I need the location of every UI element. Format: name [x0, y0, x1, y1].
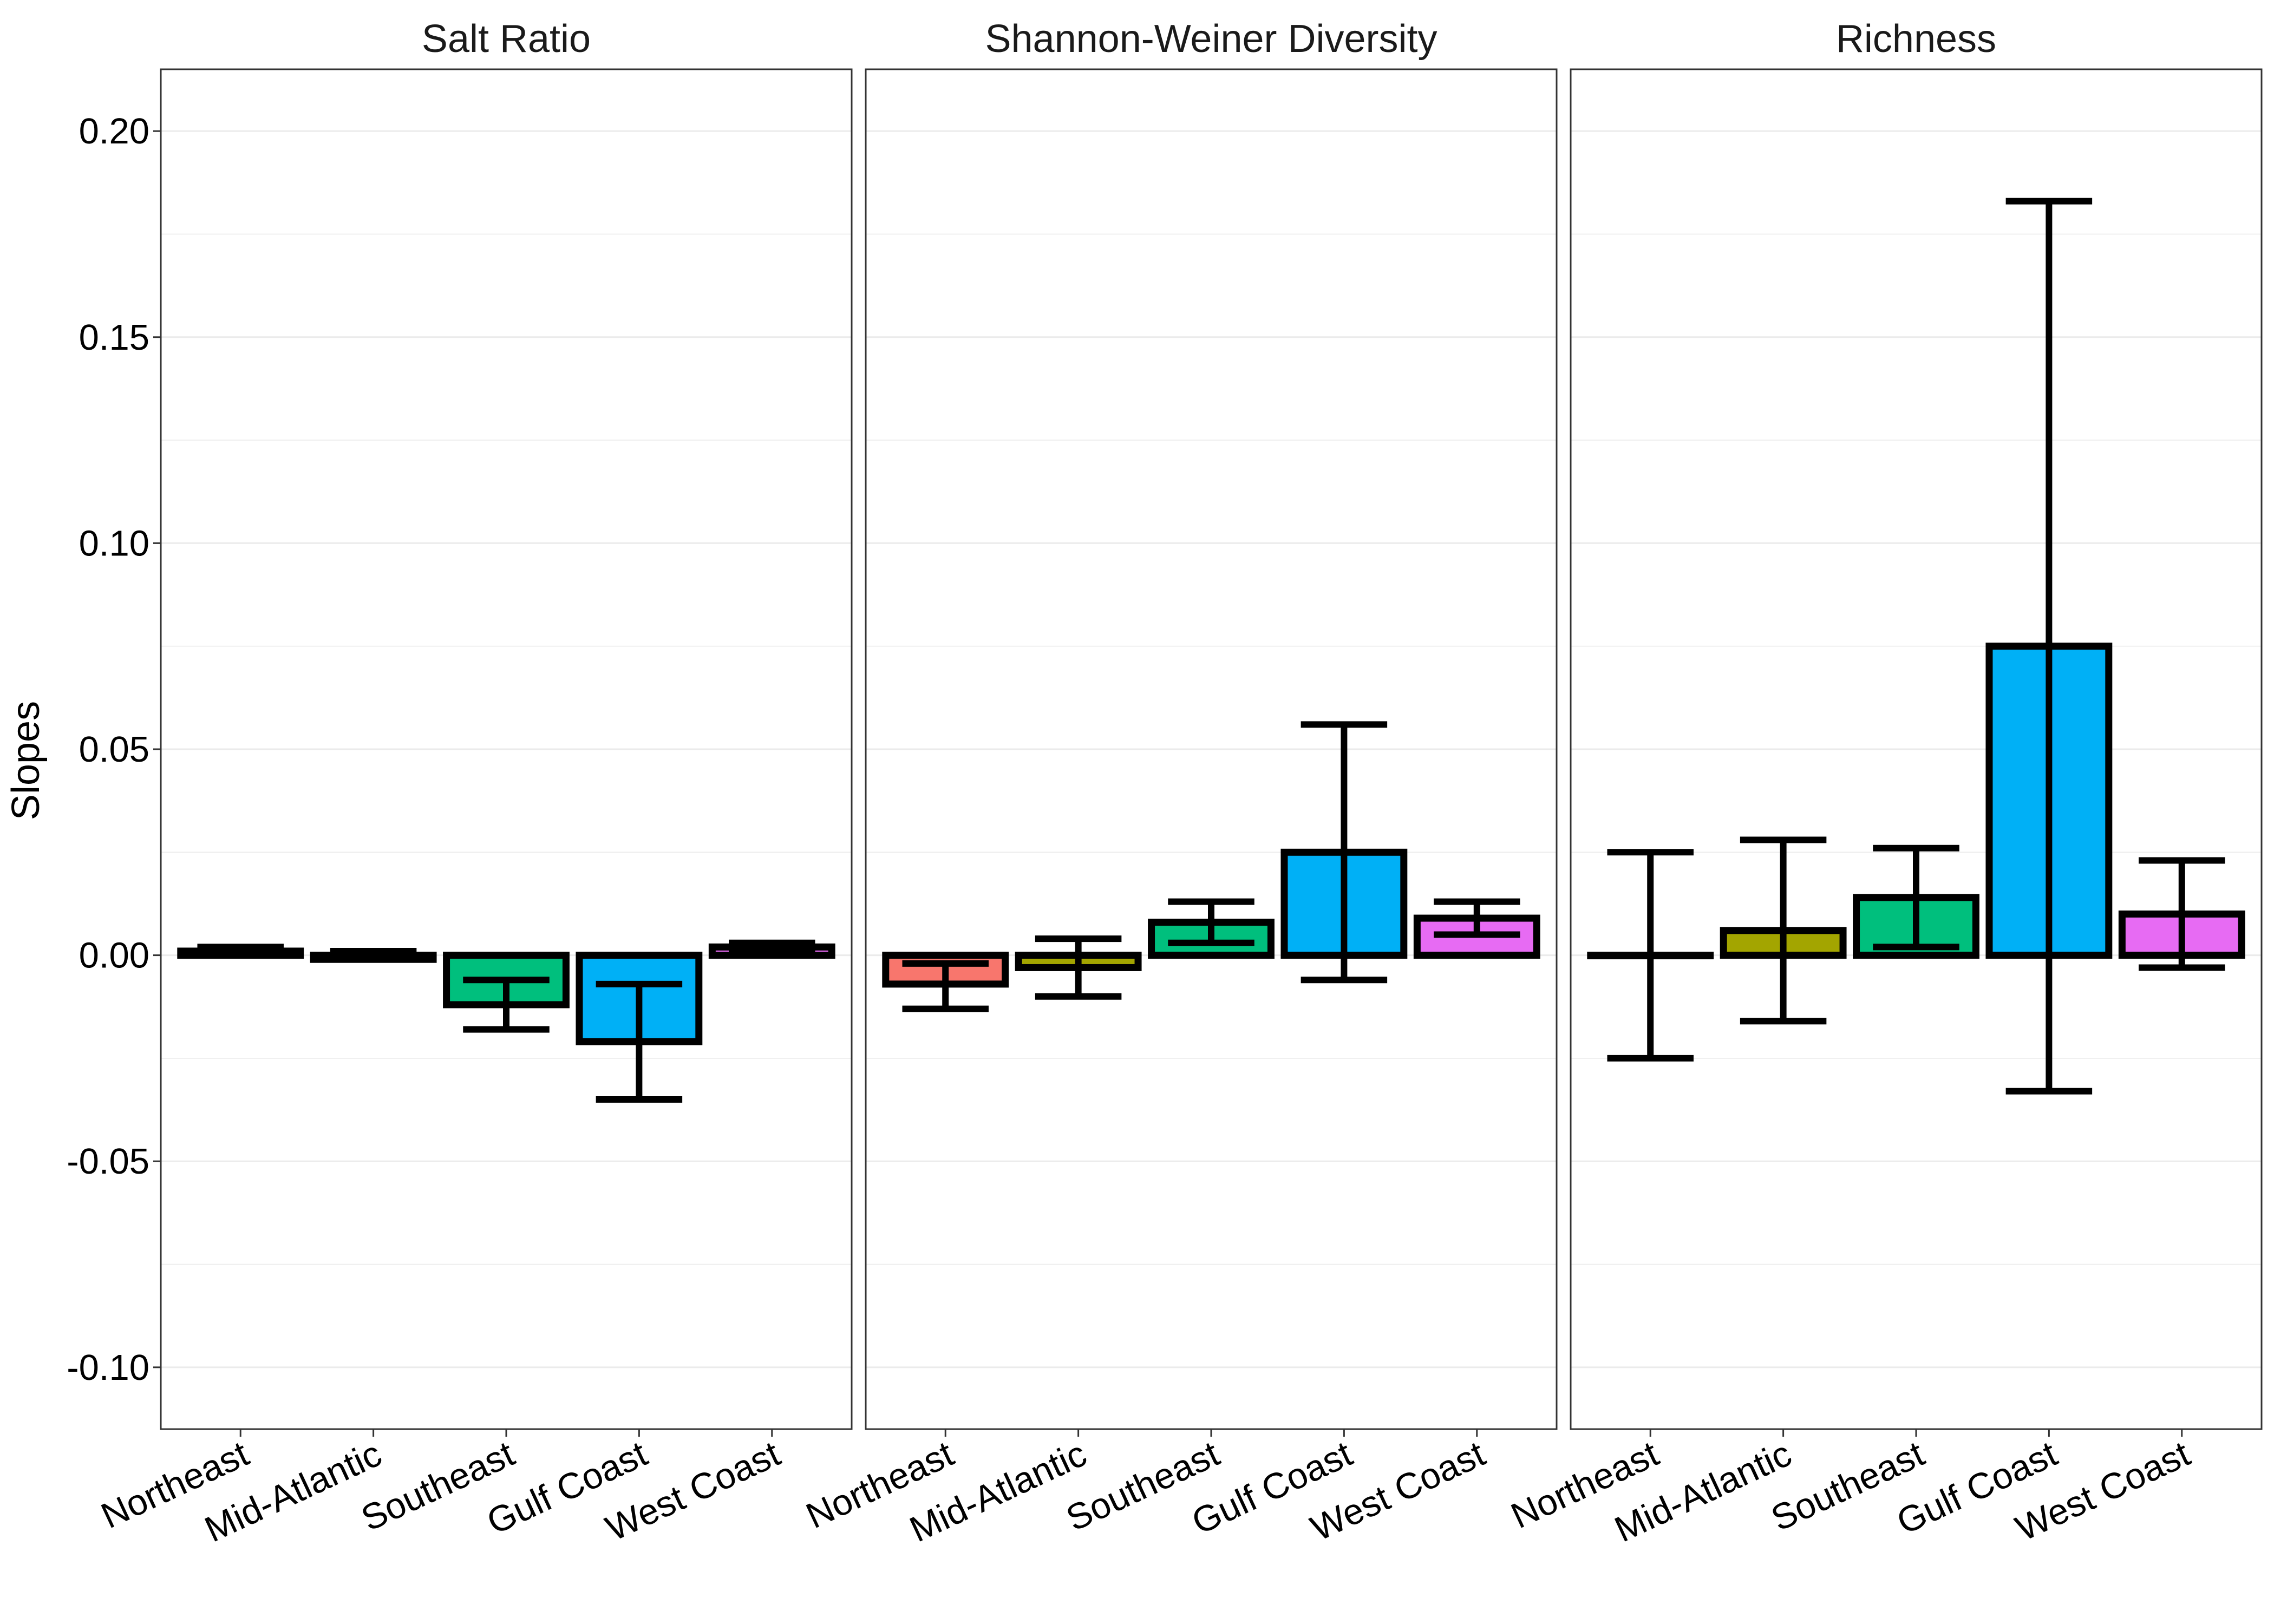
panel-title: Shannon-Weiner Diversity	[985, 17, 1437, 61]
y-tick-label: 0.00	[79, 935, 149, 976]
panel-2: Shannon-Weiner DiversityNortheastMid-Atl…	[800, 17, 1558, 1550]
y-tick-label: 0.05	[79, 729, 149, 770]
y-tick-label: 0.20	[79, 111, 149, 152]
panel-1: Salt RatioNortheastMid-AtlanticSoutheast…	[95, 17, 853, 1550]
y-tick-label: -0.05	[67, 1141, 149, 1182]
panel-border	[865, 68, 1558, 1430]
y-axis-ticks: -0.10 -0.05 0.00 0.05 0.10 0.15 0.20	[67, 111, 161, 1388]
y-tick-label: -0.10	[67, 1347, 149, 1388]
y-axis-title: Slopes	[4, 701, 48, 820]
chart-panels: Salt RatioNortheastMid-AtlanticSoutheast…	[95, 17, 2263, 1550]
y-axis-title-group: Slopes	[4, 701, 48, 820]
panel-3: RichnessNortheastMid-AtlanticSoutheastGu…	[1505, 17, 2263, 1550]
panel-border	[1570, 68, 2263, 1430]
panel-title: Richness	[1836, 17, 1996, 61]
y-tick-label: 0.15	[79, 317, 149, 358]
panel-title: Salt Ratio	[422, 17, 591, 61]
y-tick-label: 0.10	[79, 523, 149, 564]
panel-border	[160, 68, 853, 1430]
